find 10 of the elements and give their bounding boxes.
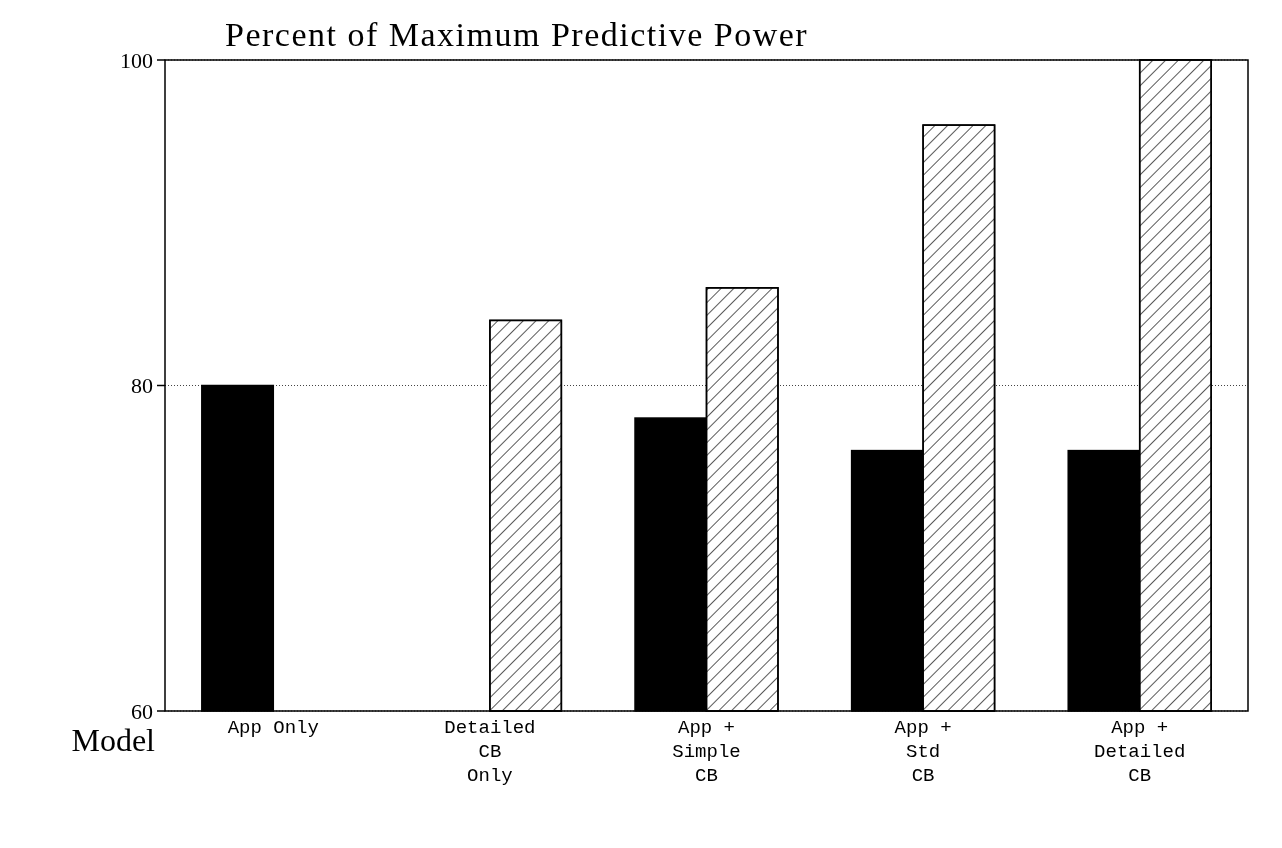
y-tick-label: 100 — [120, 47, 153, 73]
x-tick-label: App + Std CB — [894, 717, 952, 787]
x-tick-label: App + Detailed CB — [1094, 717, 1186, 787]
chart-title: Percent of Maximum Predictive Power — [225, 16, 809, 53]
x-axis-title: Model — [71, 722, 156, 758]
y-tick-label: 60 — [131, 698, 153, 724]
x-tick-label: Detailed CB Only — [444, 717, 536, 787]
y-tick-label: 80 — [131, 373, 153, 399]
x-tick-label: App Only — [227, 717, 319, 739]
x-tick-label: App + Simple CB — [672, 717, 741, 787]
